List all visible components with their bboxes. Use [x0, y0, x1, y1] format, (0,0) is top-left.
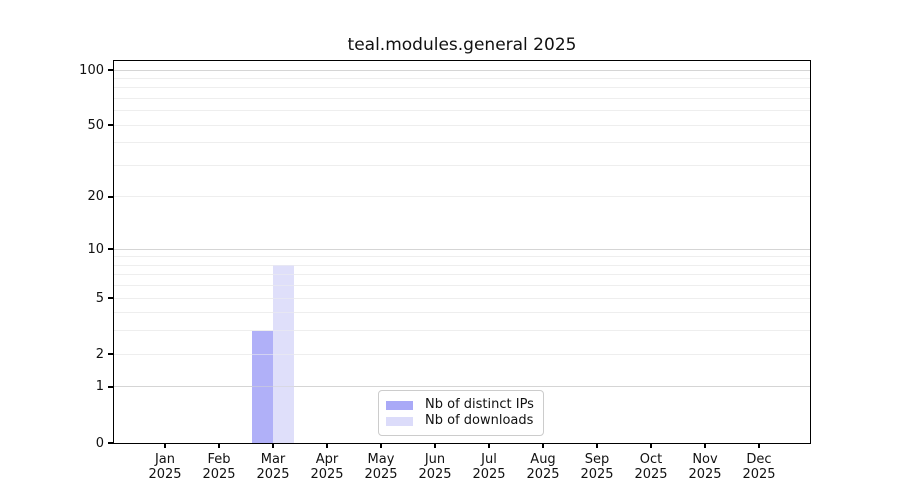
y-tick-label-20: 20: [87, 189, 104, 205]
plot-area: 0 1 2 5 10 20 50 100 Jan 2025 Feb 2025 Mar 2025 Apr…: [79, 60, 811, 483]
x-tick-label-jul: Jul 2025: [472, 452, 506, 482]
legend-label-distinct-ips: Nb of distinct IPs: [425, 397, 534, 412]
minor-gridline-60: [114, 110, 810, 112]
gridline-overlay-layer: [114, 61, 810, 443]
minor-gridline-20: [114, 196, 810, 198]
tick-layer: 0 1 2 5 10 20 50 100 Jan 2025 Feb 2025 Mar 2025 Apr…: [79, 61, 810, 483]
minor-gridline-30: [114, 164, 810, 166]
x-tick-label-may: May 2025: [364, 452, 398, 482]
minor-gridline-50: [114, 124, 810, 126]
minor-gridline-3: [114, 330, 810, 332]
x-tick-label-apr: Apr 2025: [310, 452, 344, 482]
y-tick-0: [108, 442, 114, 444]
legend-swatch-downloads: [386, 416, 413, 426]
x-tick-label-jun: Jun 2025: [418, 452, 452, 482]
chart-title: teal.modules.general 2025: [347, 35, 577, 55]
y-tick-label-50: 50: [87, 117, 104, 133]
y-tick-20: [108, 196, 114, 198]
minor-gridline-5: [114, 297, 810, 299]
x-tick-dec: [758, 443, 760, 448]
major-gridline-1: [114, 386, 810, 388]
legend-label-downloads: Nb of downloads: [425, 413, 534, 428]
minor-gridline-90: [114, 77, 810, 79]
legend-swatch-distinct-ips: [386, 400, 413, 410]
y-tick-100: [108, 69, 114, 71]
x-tick-apr: [326, 443, 328, 448]
legend-item-distinct-ips: Nb of distinct IPs: [386, 397, 534, 413]
x-tick-jun: [434, 443, 436, 448]
y-tick-2: [108, 353, 114, 355]
x-tick-label-mar: Mar 2025: [256, 452, 290, 482]
y-tick-label-2: 2: [95, 346, 104, 362]
x-tick-label-nov: Nov 2025: [688, 452, 722, 482]
y-tick-label-10: 10: [87, 241, 104, 257]
x-tick-label-feb: Feb 2025: [202, 452, 236, 482]
x-tick-label-oct: Oct 2025: [634, 452, 668, 482]
x-tick-may: [380, 443, 382, 448]
minor-gridline-4: [114, 312, 810, 314]
y-tick-label-5: 5: [95, 290, 104, 306]
y-tick-10: [108, 248, 114, 250]
legend-item-downloads: Nb of downloads: [386, 413, 534, 429]
x-tick-mar: [272, 443, 274, 448]
x-tick-label-aug: Aug 2025: [526, 452, 560, 482]
x-tick-aug: [542, 443, 544, 448]
y-tick-label-0: 0: [95, 435, 104, 451]
x-tick-jul: [488, 443, 490, 448]
minor-gridline-8: [114, 264, 810, 266]
minor-gridline-6: [114, 285, 810, 287]
minor-gridline-70: [114, 97, 810, 99]
minor-gridline-9: [114, 256, 810, 258]
y-tick-50: [108, 124, 114, 126]
x-tick-label-jan: Jan 2025: [148, 452, 182, 482]
y-tick-5: [108, 297, 114, 299]
y-tick-label-1: 1: [95, 379, 104, 395]
x-tick-oct: [650, 443, 652, 448]
minor-gridline-80: [114, 87, 810, 89]
x-tick-label-sep: Sep 2025: [580, 452, 614, 482]
x-tick-label-dec: Dec 2025: [742, 452, 776, 482]
minor-gridline-2: [114, 353, 810, 355]
y-tick-1: [108, 386, 114, 388]
x-tick-nov: [704, 443, 706, 448]
y-tick-label-100: 100: [79, 62, 104, 78]
x-tick-jan: [164, 443, 166, 448]
x-tick-feb: [218, 443, 220, 448]
legend: Nb of distinct IPs Nb of downloads: [378, 390, 544, 436]
minor-gridline-40: [114, 142, 810, 144]
x-tick-sep: [596, 443, 598, 448]
minor-gridline-7: [114, 274, 810, 276]
major-gridline-100: [114, 69, 810, 71]
major-gridline-10: [114, 248, 810, 250]
